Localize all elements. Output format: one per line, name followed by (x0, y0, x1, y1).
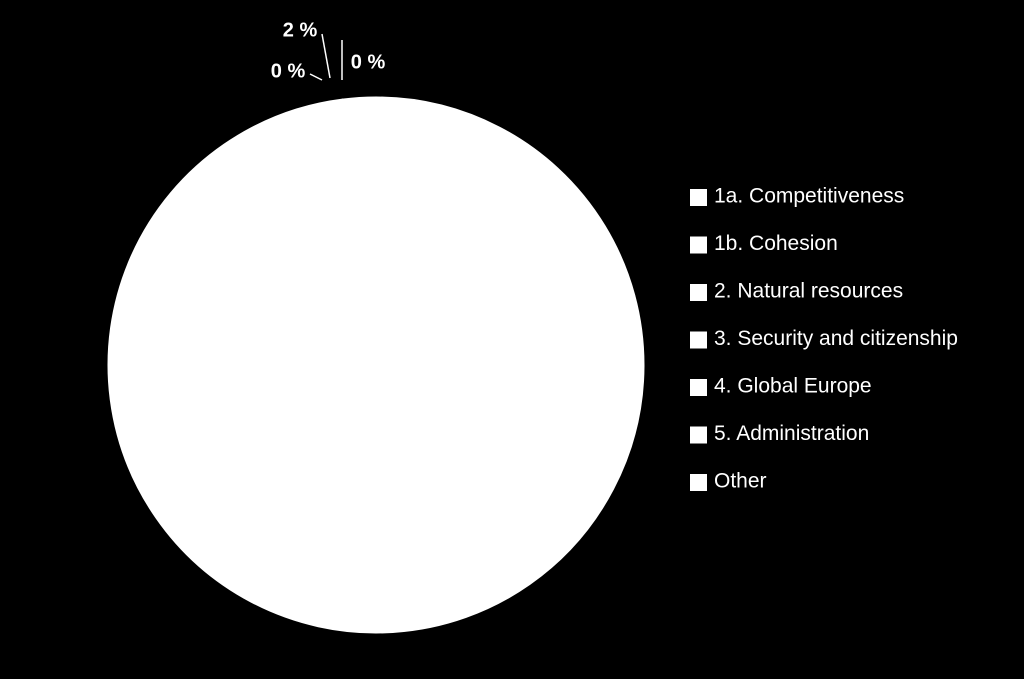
legend-swatch (690, 379, 707, 396)
legend-swatch (690, 284, 707, 301)
legend-label: 5. Administration (714, 422, 869, 445)
data-label: 0 % (351, 51, 386, 73)
legend-swatch (690, 331, 707, 349)
leader-line (321, 33, 331, 79)
legend-swatch (690, 474, 707, 491)
legend-label: 1b. Cohesion (714, 232, 838, 255)
legend-swatch (690, 426, 707, 444)
legend-label: 4. Global Europe (714, 375, 872, 398)
legend-label: 1a. Competitiveness (714, 185, 904, 208)
legend-label: 2. Natural resources (714, 280, 903, 303)
legend-swatch (690, 236, 707, 254)
legend-label: Other (714, 470, 767, 493)
legend-label: 3. Security and citizenship (714, 327, 958, 350)
leader-line (309, 73, 323, 81)
data-label: 2 % (283, 19, 318, 41)
legend-swatch (690, 189, 707, 206)
data-label: 0 % (271, 60, 306, 82)
pie-slice (341, 96, 377, 366)
